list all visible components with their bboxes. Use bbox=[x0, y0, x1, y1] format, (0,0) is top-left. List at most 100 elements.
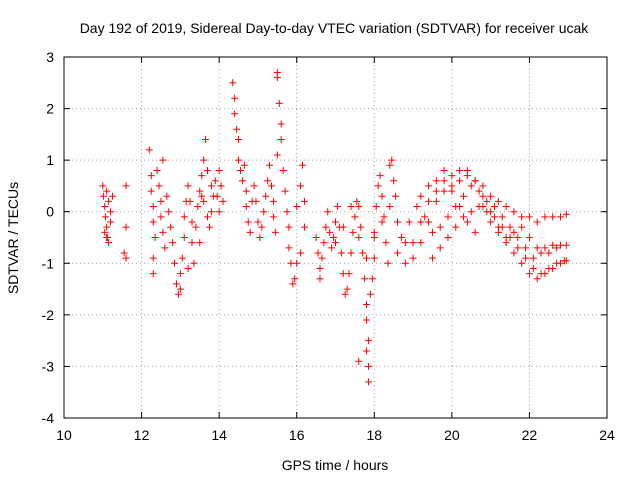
data-point bbox=[541, 244, 549, 252]
data-point bbox=[479, 192, 487, 200]
data-point bbox=[363, 316, 371, 324]
data-point bbox=[101, 203, 109, 211]
data-point bbox=[233, 125, 241, 133]
data-point bbox=[392, 192, 400, 200]
data-point bbox=[103, 187, 111, 195]
data-point bbox=[483, 208, 491, 216]
data-point bbox=[467, 182, 475, 190]
data-point bbox=[157, 197, 165, 205]
data-point bbox=[475, 187, 483, 195]
data-point bbox=[204, 166, 212, 174]
data-point bbox=[355, 357, 363, 365]
data-point bbox=[172, 280, 180, 288]
data-point bbox=[417, 218, 425, 226]
data-point bbox=[471, 228, 479, 236]
data-point bbox=[502, 203, 510, 211]
data-point bbox=[217, 182, 225, 190]
data-point bbox=[498, 213, 506, 221]
data-point bbox=[184, 182, 192, 190]
data-point bbox=[388, 156, 396, 164]
data-point bbox=[107, 218, 115, 226]
y-tick-label: -2 bbox=[42, 307, 55, 323]
data-point bbox=[122, 254, 130, 262]
data-point bbox=[560, 257, 568, 265]
data-point bbox=[390, 177, 398, 185]
data-point bbox=[372, 203, 380, 211]
data-point bbox=[105, 239, 113, 247]
data-point bbox=[487, 192, 495, 200]
data-point bbox=[549, 241, 557, 249]
data-point bbox=[159, 156, 167, 164]
data-point bbox=[211, 177, 219, 185]
data-point bbox=[149, 203, 157, 211]
data-point bbox=[428, 254, 436, 262]
data-point bbox=[545, 264, 553, 272]
data-point bbox=[103, 223, 111, 231]
data-point bbox=[322, 223, 330, 231]
data-point bbox=[107, 208, 115, 216]
data-point bbox=[277, 120, 285, 128]
data-point bbox=[324, 208, 332, 216]
data-point bbox=[498, 223, 506, 231]
y-tick-label: -3 bbox=[42, 358, 55, 374]
data-point bbox=[157, 213, 165, 221]
data-point bbox=[349, 228, 357, 236]
y-tick-label: 2 bbox=[46, 101, 54, 117]
data-point bbox=[556, 241, 564, 249]
data-point bbox=[425, 182, 433, 190]
data-point bbox=[108, 192, 116, 200]
data-point bbox=[244, 218, 252, 226]
data-point bbox=[494, 228, 502, 236]
data-point bbox=[180, 234, 188, 241]
data-point bbox=[328, 244, 336, 252]
data-point bbox=[368, 275, 376, 283]
x-tick-label: 24 bbox=[599, 427, 615, 443]
data-point bbox=[479, 203, 487, 211]
data-point bbox=[479, 182, 487, 190]
y-tick-label: 3 bbox=[46, 49, 54, 65]
data-point bbox=[491, 203, 499, 211]
data-point bbox=[514, 244, 522, 252]
data-point bbox=[394, 249, 402, 257]
data-point bbox=[147, 187, 155, 195]
data-point bbox=[176, 270, 184, 278]
data-point bbox=[382, 239, 390, 247]
data-point bbox=[417, 239, 425, 247]
data-points bbox=[99, 68, 570, 386]
data-point bbox=[436, 244, 444, 252]
data-point bbox=[178, 254, 186, 262]
data-point bbox=[151, 234, 159, 241]
data-point bbox=[525, 270, 533, 278]
data-point bbox=[376, 172, 384, 180]
data-point bbox=[444, 234, 452, 241]
y-tick-label: -4 bbox=[42, 410, 55, 426]
data-point bbox=[235, 156, 243, 164]
data-point bbox=[494, 197, 502, 205]
data-point bbox=[459, 213, 467, 221]
data-point bbox=[184, 264, 192, 272]
data-point bbox=[366, 290, 374, 298]
data-point bbox=[355, 234, 363, 241]
y-axis-label: SDTVAR / TECUs bbox=[5, 182, 21, 294]
data-point bbox=[529, 264, 537, 272]
data-point bbox=[351, 213, 359, 221]
data-point bbox=[186, 197, 194, 205]
data-point bbox=[525, 213, 533, 221]
data-point bbox=[533, 218, 541, 226]
data-point bbox=[285, 223, 293, 231]
data-point bbox=[316, 275, 324, 283]
data-point bbox=[363, 301, 371, 309]
data-point bbox=[491, 213, 499, 221]
data-point bbox=[258, 223, 266, 231]
x-tick-label: 18 bbox=[366, 427, 382, 443]
data-point bbox=[522, 254, 530, 262]
data-point bbox=[192, 223, 200, 231]
data-point bbox=[167, 223, 175, 231]
data-point bbox=[293, 203, 301, 211]
data-point bbox=[347, 203, 355, 211]
data-point bbox=[254, 218, 262, 226]
data-point bbox=[425, 218, 433, 226]
data-point bbox=[353, 197, 361, 205]
data-point bbox=[231, 110, 239, 118]
data-point bbox=[283, 208, 291, 216]
